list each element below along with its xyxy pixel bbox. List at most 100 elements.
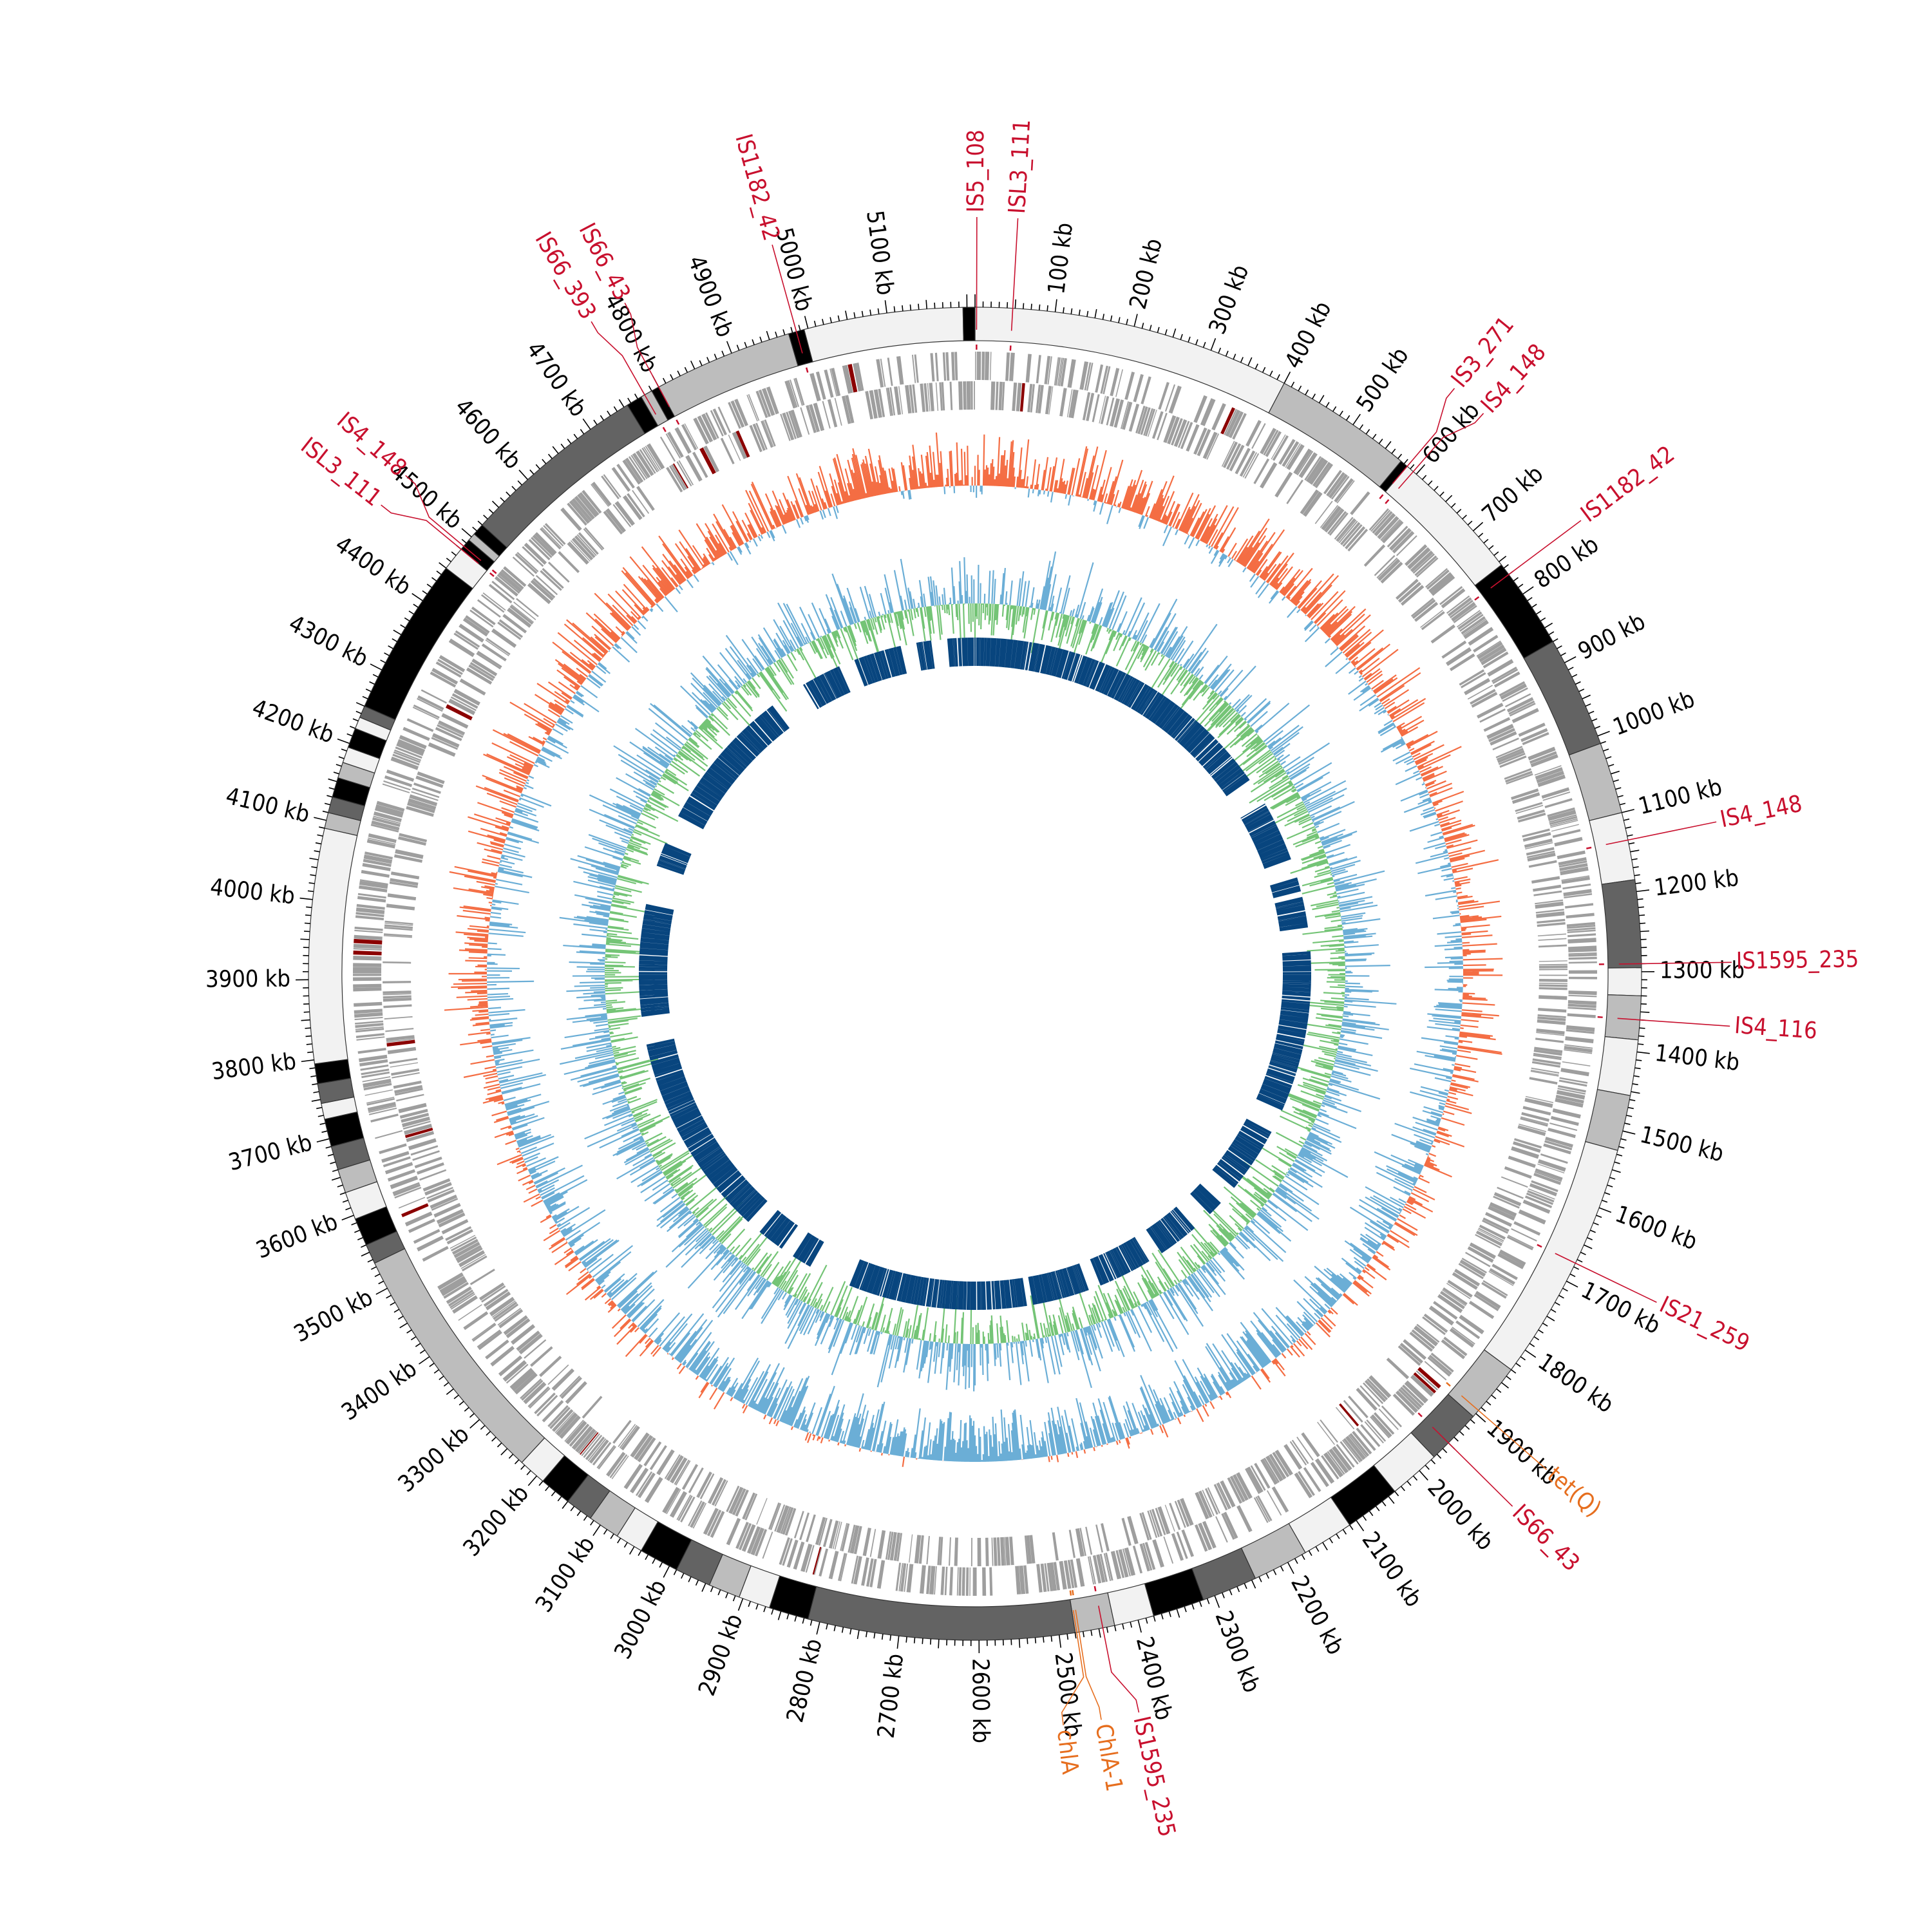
tick-label: 1000 kb [1609, 686, 1698, 741]
gc-skew-track [444, 432, 1503, 1467]
tick-label: 2500 kb [1049, 1651, 1086, 1739]
annotation-leader [1010, 218, 1019, 331]
annotation-mark [1094, 1586, 1097, 1592]
scale-ticks [296, 294, 1655, 1653]
tick-label: 3000 kb [609, 1576, 672, 1663]
annotation-mark [1446, 1382, 1451, 1387]
tick-label: 700 kb [1477, 460, 1549, 528]
contig-segment [1604, 994, 1642, 1041]
tick-label: 5100 kb [861, 209, 898, 297]
tick-label: 2300 kb [1210, 1607, 1265, 1696]
annotation-label: ChlA-1 [1090, 1722, 1127, 1794]
contig-segment [1601, 879, 1642, 969]
annotation-label: IS5_108 [963, 129, 989, 213]
tick-label: 500 kb [1352, 343, 1414, 417]
tick-label: 600 kb [1417, 397, 1484, 469]
contig-segment [962, 307, 976, 341]
genes-forward-strand [353, 351, 1597, 1596]
tick-label: 1700 kb [1577, 1277, 1664, 1340]
annotation-mark [1069, 1590, 1072, 1596]
tick-label: 2100 kb [1357, 1527, 1427, 1612]
tick-label: 2700 kb [873, 1653, 909, 1740]
contig-segment [1568, 743, 1623, 822]
gene-track [353, 351, 1597, 1596]
tick-label: 4700 kb [521, 337, 592, 421]
annotation-mark [676, 419, 680, 425]
annotation-leader [1617, 1018, 1730, 1027]
gc-content-below-mean [604, 603, 1346, 1345]
gc-content-track [559, 551, 1397, 1392]
tick-label: 400 kb [1280, 297, 1337, 373]
annotation-mark [1474, 596, 1480, 601]
similarity-blocks [638, 637, 1312, 1311]
gc-content-above-mean [559, 551, 1397, 1392]
tick-label: 4300 kb [285, 611, 372, 673]
contig-segment [308, 828, 358, 1065]
annotation-label: IS1182_42 [1576, 441, 1680, 528]
tick-label: 2400 kb [1131, 1634, 1177, 1723]
contig-segment [1144, 1567, 1204, 1616]
tick-label: 200 kb [1125, 236, 1168, 312]
annotation-leader [1461, 1395, 1548, 1470]
annotation-mark [491, 569, 497, 574]
tick-label: 3400 kb [337, 1356, 422, 1426]
annotation-mark [1597, 1016, 1603, 1018]
annotation-mark [805, 367, 809, 373]
annotation-leader [1397, 413, 1484, 489]
annotation-marks [381, 216, 1732, 1726]
annotation-leader [381, 504, 479, 564]
tick-label: 4800 kb [599, 290, 663, 377]
tick-label: 3200 kb [459, 1480, 535, 1561]
annotation-leader [1061, 1610, 1084, 1726]
contig-segment [1069, 1592, 1115, 1633]
tick-label: 4200 kb [249, 694, 337, 748]
annotation-leader [1392, 388, 1455, 484]
tick-label: 2200 kb [1285, 1571, 1349, 1659]
tick-label: 3100 kb [531, 1532, 600, 1617]
tick-label: 4400 kb [330, 531, 415, 601]
annotation-label: IS4_148 [1718, 790, 1804, 833]
tick-label: 2900 kb [694, 1611, 748, 1700]
annotation-leader [1097, 1605, 1140, 1713]
tick-label: 3800 kb [210, 1048, 298, 1086]
tick-label: 3600 kb [252, 1209, 341, 1264]
tick-label: 3700 kb [226, 1130, 315, 1176]
gc-skew-positive [444, 432, 1503, 1467]
annotation-label: IS4_116 [1734, 1012, 1818, 1045]
contig-segment [803, 307, 964, 363]
tick-label: 900 kb [1574, 609, 1650, 665]
annotation-label: tet(Q) [1542, 1462, 1605, 1522]
genes-reverse-strand [383, 381, 1567, 1566]
tick-label: 1400 kb [1653, 1040, 1741, 1076]
annotation-leader [1605, 821, 1717, 846]
tick-marks [296, 294, 1655, 1653]
tick-label: 3900 kb [205, 966, 290, 993]
gc-skew-negative [486, 485, 1463, 1463]
contig-ring [308, 307, 1642, 1641]
annotation-leader [1075, 1609, 1102, 1720]
annotation-mark [662, 426, 667, 433]
tick-label: 1600 kb [1612, 1201, 1701, 1256]
tick-label: 1100 kb [1636, 774, 1725, 820]
similarity-track [638, 637, 1312, 1311]
annotation-leader [624, 303, 670, 408]
tick-label: 1300 kb [1660, 957, 1745, 983]
annotation-label: IS1595_235 [1128, 1714, 1180, 1839]
annotation-mark [1072, 1589, 1074, 1596]
contig-segment [1596, 1036, 1639, 1096]
annotation-label: IS66_43 [1507, 1499, 1584, 1577]
annotation-mark [1586, 846, 1592, 849]
annotation-leader [591, 321, 657, 415]
tick-label: 2800 kb [782, 1636, 828, 1725]
annotation-mark [489, 572, 495, 577]
annotation-leader [405, 475, 482, 562]
tick-label: 2000 kb [1422, 1475, 1499, 1556]
tick-label: 4100 kb [223, 783, 312, 828]
tick-label: 3300 kb [393, 1421, 475, 1498]
annotation-label: IS21_259 [1655, 1291, 1753, 1357]
tick-label: 3500 kb [290, 1284, 377, 1347]
tick-label: 1500 kb [1638, 1121, 1727, 1167]
tick-label: 1800 kb [1533, 1349, 1618, 1418]
annotation-label: IS1595_235 [1736, 946, 1859, 974]
tick-label: 4000 kb [209, 874, 296, 909]
